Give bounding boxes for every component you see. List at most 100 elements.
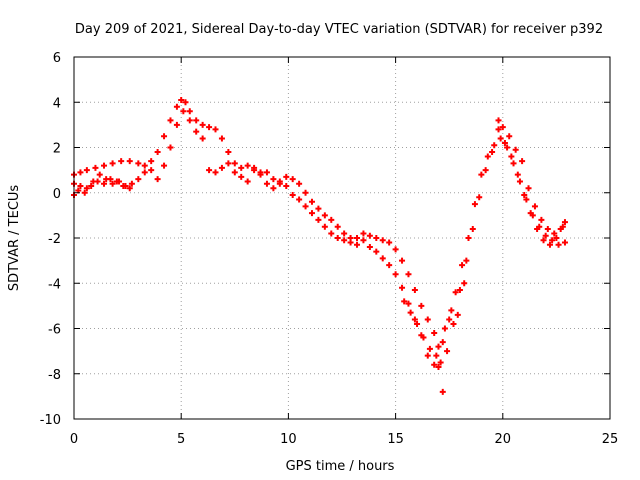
data-point (476, 194, 483, 201)
y-tick-label: 2 (53, 142, 61, 157)
data-point (531, 203, 538, 210)
data-point (141, 169, 148, 176)
data-point (186, 117, 193, 124)
data-point (379, 255, 386, 262)
data-point (414, 320, 421, 327)
data-point (283, 173, 290, 180)
data-point (411, 287, 418, 294)
data-point (401, 298, 408, 305)
data-point (302, 189, 309, 196)
data-point (465, 235, 472, 241)
data-point (411, 316, 418, 323)
series-segment-a (71, 96, 568, 350)
data-point (94, 178, 101, 185)
data-point (296, 196, 303, 203)
data-point (546, 241, 553, 248)
data-point (501, 139, 508, 146)
data-point (77, 169, 84, 176)
data-point (354, 235, 361, 241)
x-tick-label: 25 (602, 432, 619, 447)
data-point (263, 169, 270, 176)
data-point (334, 235, 341, 241)
y-tick-label: -4 (48, 277, 61, 292)
data-point (512, 146, 519, 153)
data-point (491, 142, 498, 149)
data-point (405, 300, 412, 307)
data-point (270, 185, 277, 192)
y-tick-label: 6 (53, 51, 61, 66)
data-point (469, 225, 476, 232)
data-point (544, 225, 551, 232)
data-point (328, 216, 335, 223)
data-point (315, 205, 322, 212)
data-point (482, 167, 489, 174)
data-point (495, 126, 502, 133)
grid-lines (74, 57, 610, 419)
data-point (478, 171, 485, 178)
data-point (555, 241, 562, 248)
x-tick-label: 10 (280, 432, 297, 447)
data-point (527, 210, 534, 217)
data-point (218, 164, 225, 171)
y-tick-label: -8 (48, 368, 61, 383)
data-point (81, 189, 88, 196)
data-point (167, 144, 174, 151)
data-point (534, 225, 541, 232)
data-point (154, 149, 161, 156)
data-point (508, 153, 515, 160)
y-tick-label: -6 (48, 323, 61, 338)
data-point (83, 167, 90, 174)
y-axis-label: SDTVAR / TECUs (7, 185, 22, 292)
data-point (521, 192, 528, 199)
data-point (238, 164, 245, 171)
data-point (360, 237, 367, 244)
data-point (225, 149, 232, 156)
data-point (557, 225, 564, 232)
data-point (495, 117, 502, 124)
data-point (392, 246, 399, 253)
data-point (231, 160, 238, 167)
data-point (542, 232, 549, 239)
data-point (135, 176, 142, 183)
y-tick-label: 4 (53, 96, 61, 111)
data-point (148, 167, 155, 174)
data-point (321, 212, 328, 219)
data-point (341, 230, 348, 237)
data-point (199, 121, 206, 128)
data-point (126, 158, 133, 165)
data-point (334, 223, 341, 230)
data-point (206, 124, 213, 131)
data-point (244, 178, 251, 185)
data-point (296, 180, 303, 187)
data-point (302, 203, 309, 210)
data-point (135, 160, 142, 167)
data-point (523, 196, 530, 203)
data-point (561, 219, 568, 226)
data-point (386, 262, 393, 269)
data-point (553, 235, 560, 241)
data-point (405, 271, 412, 278)
data-point (506, 133, 513, 140)
x-tick-label: 20 (495, 432, 512, 447)
data-point (283, 182, 290, 189)
data-point (418, 302, 425, 309)
data-point (463, 257, 470, 264)
data-point (386, 239, 393, 246)
x-tick-label: 0 (70, 432, 78, 447)
data-point (128, 180, 135, 187)
y-tick-label: 0 (53, 187, 61, 202)
data-point (92, 164, 99, 171)
data-point (244, 162, 251, 169)
data-point (193, 128, 200, 135)
data-point (173, 121, 180, 128)
data-point (212, 126, 219, 133)
data-point (454, 311, 461, 318)
y-tick-label: -10 (40, 413, 61, 428)
data-point (328, 230, 335, 237)
data-points (71, 96, 568, 395)
data-point (126, 185, 133, 192)
x-tick-label: 5 (177, 432, 185, 447)
axis-ticks (73, 56, 611, 420)
data-point (360, 230, 367, 237)
data-point (206, 167, 213, 174)
